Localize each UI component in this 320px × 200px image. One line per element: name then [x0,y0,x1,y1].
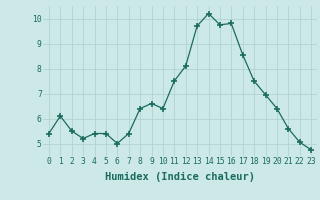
X-axis label: Humidex (Indice chaleur): Humidex (Indice chaleur) [105,172,255,182]
